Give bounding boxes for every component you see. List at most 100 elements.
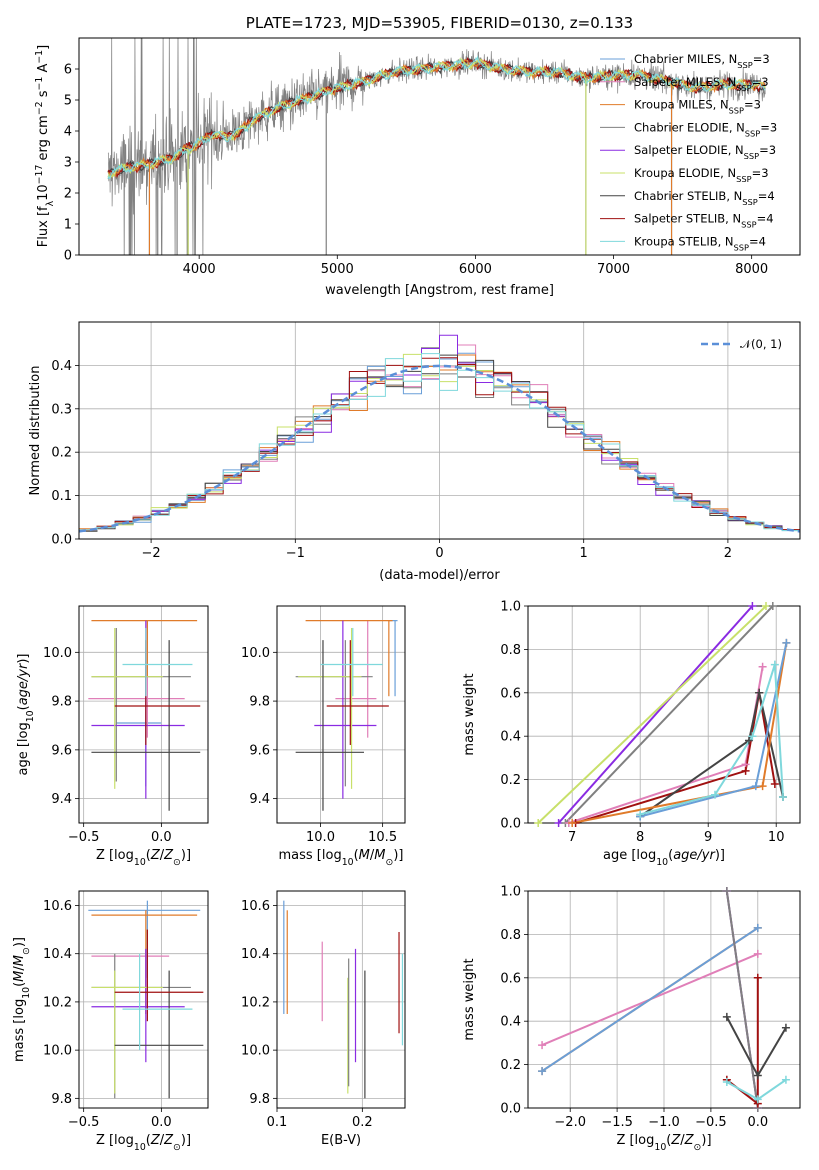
model-spectrum-kroupa_stelib — [107, 55, 766, 180]
y-tick-label: 0.6 — [500, 971, 521, 986]
y-tick-label: 9.6 — [51, 743, 72, 758]
x-tick-label: −0.5 — [68, 830, 100, 845]
x-tick-label: −2 — [142, 546, 161, 561]
data-point — [770, 779, 779, 788]
x-tick-label: 10.0 — [306, 830, 335, 845]
plot-area-residual_histogram — [79, 334, 800, 534]
x-tick-label: −2.0 — [554, 1115, 586, 1130]
y-tick-label: 0.0 — [500, 1102, 521, 1117]
data-point — [538, 1041, 547, 1050]
x-axis-label: (data-model)/error — [379, 568, 500, 583]
data-point — [770, 660, 779, 669]
histogram-kroupa_stelib — [79, 353, 800, 534]
y-tick-label: 1.0 — [500, 600, 521, 615]
y-tick-label: 0.2 — [500, 773, 521, 788]
data-point — [568, 819, 577, 827]
data-point — [781, 1075, 790, 1084]
axes-frame — [527, 890, 801, 1109]
y-tick-label: 9.8 — [249, 1092, 270, 1107]
data-point — [753, 949, 762, 958]
x-axis-label: Z [log10(Z/Z⊙)] — [616, 1133, 711, 1153]
series-line-chabrier_elodie — [725, 891, 759, 1108]
x-tick-label: −1 — [286, 546, 305, 561]
x-tick-label: 5000 — [321, 262, 354, 277]
data-point — [748, 602, 757, 610]
plot-area-mass_weight_vs_age — [537, 606, 788, 823]
x-tick-label: 10 — [768, 830, 785, 845]
data-point — [758, 662, 767, 671]
y-axis-label: age [log10(age/yr)] — [16, 653, 36, 775]
axes-residual_histogram: −2 −1 0 1 2 0.0 0.1 0.2 0.3 0.4 (data-model)/error… — [28, 321, 801, 583]
chart-title: PLATE=1723, MJD=53905, FIBERID=0130, z=0… — [246, 14, 633, 32]
data-point — [768, 602, 777, 610]
x-tick-label: 0.1 — [267, 1115, 288, 1130]
series-line-chabrier_elodie — [564, 606, 774, 823]
x-axis-label: Z [log10(Z/Z⊙)] — [96, 848, 191, 868]
y-tick-label: 10.6 — [241, 899, 270, 914]
x-tick-label: 10.5 — [368, 830, 397, 845]
y-tick-label: 0.2 — [51, 446, 72, 461]
y-tick-label: 9.8 — [51, 1092, 72, 1107]
y-tick-label: 3 — [64, 156, 72, 171]
axes-frame — [78, 890, 209, 1109]
y-tick-label: 1.0 — [500, 885, 521, 900]
axes-frame — [276, 605, 406, 824]
data-point — [781, 1023, 790, 1032]
y-axis-label: Normed distribution — [28, 366, 43, 496]
model-spectrum-kroupa_miles — [107, 58, 766, 179]
y-tick-label: 9.8 — [249, 695, 270, 710]
axes-mass_weight_vs_age: 7 8 9 10 0.0 0.2 0.4 0.6 0.8 1.0 age [log10(age/yr… — [462, 600, 801, 868]
data-point — [782, 638, 791, 647]
legend-label: Chabrier ELODIE, NSSP=3 — [634, 120, 777, 138]
y-axis-label: mass [log10(M/M⊙)] — [12, 937, 32, 1062]
model-spectrum-kroupa_elodie — [107, 57, 766, 180]
x-axis-label: wavelength [Angstrom, rest frame] — [325, 283, 554, 298]
data-point — [762, 602, 770, 610]
y-tick-label: 6 — [64, 63, 72, 78]
x-tick-label: −1.5 — [601, 1115, 633, 1130]
y-tick-label: 0.0 — [51, 533, 72, 548]
axes-spectrum: 4000 5000 6000 7000 8000 0 1 2 3 4 5 6 PLATE=1723, M… — [34, 14, 801, 298]
data-point — [753, 1095, 762, 1104]
y-tick-label: 9.6 — [249, 743, 270, 758]
legend-label: Salpeter MILES, NSSP=3 — [634, 75, 769, 93]
x-tick-label: 9 — [704, 830, 712, 845]
legend-label: Salpeter ELODIE, NSSP=3 — [634, 143, 776, 161]
legend: Chabrier MILES, NSSP=3 Salpeter MILES, NS… — [600, 52, 777, 252]
y-tick-label: 4 — [64, 125, 72, 140]
plot-area-age_vs_mass — [295, 620, 398, 811]
x-tick-label: −1.0 — [648, 1115, 680, 1130]
plot-area-mass_vs_EBV — [283, 900, 404, 1099]
y-tick-label: 0.4 — [500, 1015, 521, 1030]
axes-frame — [78, 321, 801, 540]
data-point — [748, 732, 757, 741]
y-tick-label: 0.6 — [500, 686, 521, 701]
series-line-salpeter_elodie — [557, 606, 754, 823]
y-tick-label: 2 — [64, 187, 72, 202]
x-tick-label: 0.0 — [747, 1115, 768, 1130]
plot-area-age_vs_Z — [88, 620, 201, 811]
legend-label: 𝒩(0, 1) — [740, 337, 782, 351]
y-tick-label: 9.8 — [51, 695, 72, 710]
y-axis-label: mass weight — [462, 958, 477, 1040]
y-tick-label: 0.4 — [51, 359, 72, 374]
data-point — [711, 790, 719, 799]
plot-area-spectrum — [107, 38, 766, 255]
y-tick-label: 10.0 — [43, 646, 72, 661]
legend: 𝒩(0, 1) — [701, 337, 782, 351]
x-tick-label: 8000 — [735, 262, 768, 277]
y-tick-label: 0.2 — [500, 1058, 521, 1073]
x-axis-label: mass [log10(M/M⊙)] — [279, 848, 404, 868]
x-tick-label: −0.5 — [695, 1115, 727, 1130]
series-line-chabrier_stelib — [725, 1016, 787, 1078]
y-tick-label: 10.4 — [241, 947, 270, 962]
y-axis-label: Flux [fλ10−17 erg cm−2 s−1 A−1] — [34, 45, 56, 247]
y-tick-label: 0.8 — [500, 643, 521, 658]
y-tick-label: 0.8 — [500, 928, 521, 943]
x-tick-label: 4000 — [183, 262, 216, 277]
y-tick-label: 5 — [64, 94, 72, 109]
data-point — [753, 923, 762, 932]
y-tick-label: 10.6 — [43, 899, 72, 914]
legend-label: Salpeter STELIB, NSSP=4 — [634, 212, 774, 230]
